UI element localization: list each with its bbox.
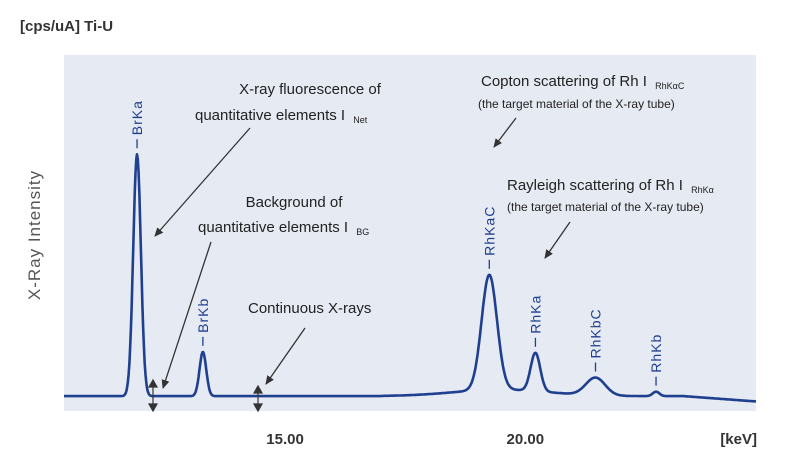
peak-label: BrKa — [129, 100, 145, 135]
arrow-bg — [161, 241, 212, 389]
svg-text:Rayleigh scattering of Rh I: Rayleigh scattering of Rh I RhKα — [507, 177, 714, 195]
annotation-rayleigh-line1: Rayleigh scattering of Rh I — [507, 177, 683, 194]
arrow-net — [154, 127, 251, 237]
arrow-compton — [493, 117, 517, 148]
x-tick-label: 15.00 — [266, 431, 304, 448]
svg-text:quantitative elements I: quantitative elements I BG — [198, 219, 369, 237]
annotation-bg-line1: Background of — [246, 194, 344, 211]
annotation-net-line2: quantitative elements I — [195, 107, 345, 124]
annotation-compton-line1: Copton scattering of Rh I — [481, 73, 647, 90]
y-axis-label: X-Ray Intensity — [25, 170, 44, 300]
unit-label: [cps/uA] Ti-U — [20, 18, 113, 35]
svg-text:quantitative elements I: quantitative elements I Net — [195, 107, 368, 125]
annotation-rayleigh-sub: RhKα — [691, 185, 714, 195]
annotation-net-sub: Net — [353, 115, 368, 125]
annotation-rayleigh-line2: (the target material of the X-ray tube) — [507, 200, 704, 214]
annotation-net-line1: X-ray fluorescence of — [239, 81, 382, 98]
peak-labels: BrKa BrKb RhKaC RhKa RhKbC RhKb — [129, 100, 664, 386]
peak-label: BrKb — [195, 298, 211, 333]
annotation-continuous: Continuous X-rays — [248, 300, 371, 317]
measure-arrow-1 — [147, 378, 159, 413]
x-tick-labels: 15.00 20.00 — [266, 431, 544, 448]
spectrum-line — [63, 153, 757, 403]
annotation-bg-sub: BG — [356, 227, 369, 237]
arrow-rayleigh — [544, 221, 571, 259]
annotation-net: X-ray fluorescence of quantitative eleme… — [195, 81, 382, 125]
x-tick-label: 20.00 — [507, 431, 545, 448]
svg-text:Copton scattering of Rh I: Copton scattering of Rh I RhKαC — [481, 73, 685, 91]
peak-label: RhKaC — [481, 206, 497, 256]
annotation-rayleigh: Rayleigh scattering of Rh I RhKα (the ta… — [507, 177, 714, 214]
annotation-bg: Background of quantitative elements I BG — [198, 194, 369, 237]
peak-label: RhKa — [527, 295, 543, 334]
plot-area — [64, 55, 756, 411]
peak-label: RhKb — [648, 334, 664, 373]
arrow-continuous — [265, 327, 306, 385]
measure-arrow-2 — [252, 384, 264, 413]
x-axis-label: [keV] — [720, 431, 757, 448]
annotation-compton-line2: (the target material of the X-ray tube) — [478, 97, 675, 111]
annotation-bg-line2: quantitative elements I — [198, 219, 348, 236]
annotation-compton-sub: RhKαC — [655, 81, 685, 91]
peak-label: RhKbC — [587, 308, 603, 358]
annotation-compton: Copton scattering of Rh I RhKαC (the tar… — [478, 73, 685, 111]
